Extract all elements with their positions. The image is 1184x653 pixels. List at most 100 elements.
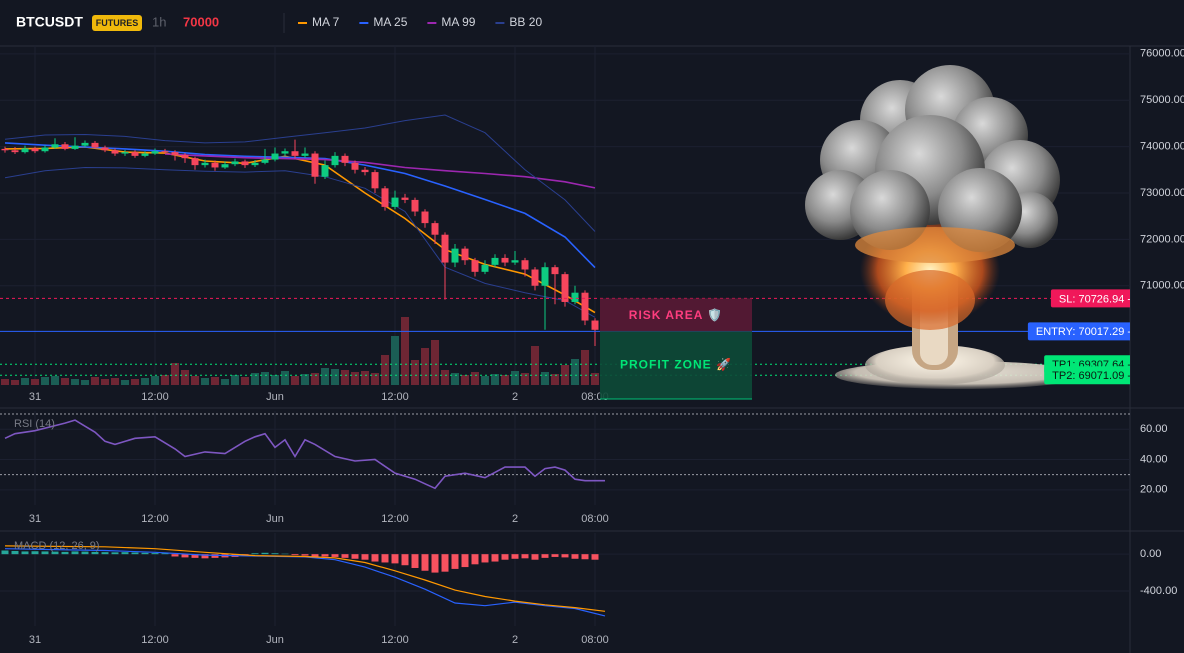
candle-body — [301, 153, 309, 156]
volume-bar — [131, 379, 139, 385]
volume-bar — [421, 348, 429, 385]
candle-body — [311, 153, 319, 177]
x-tick-label: 12:00 — [381, 513, 409, 525]
histogram-bar — [81, 551, 89, 555]
candle-body — [481, 264, 489, 272]
legend: MA 7 MA 25 MA 99 BB 20 — [298, 15, 542, 29]
candle-body — [491, 257, 499, 265]
candle-body — [281, 151, 289, 154]
volume-bar — [391, 336, 399, 385]
histogram-bar — [311, 554, 319, 557]
volume-bar — [31, 379, 39, 385]
volume-bar — [331, 369, 339, 385]
candle-body — [71, 145, 79, 149]
candle-body — [331, 155, 339, 166]
histogram-bar — [1, 550, 9, 555]
volume-bar — [51, 376, 59, 385]
candle-body — [411, 199, 419, 212]
x-tick-label: 12:00 — [141, 634, 169, 646]
histogram-bar — [351, 554, 359, 559]
candle-body — [431, 223, 439, 235]
candle-body — [111, 150, 119, 154]
bb-upper — [4, 114, 596, 232]
x-tick-label: 31 — [29, 513, 41, 525]
candle-body — [11, 150, 19, 153]
candle-body — [541, 267, 549, 286]
candle-body — [241, 161, 249, 166]
candle-body — [551, 267, 559, 275]
pane-title: RSI (14) — [14, 418, 55, 430]
volume-bar — [371, 373, 379, 385]
price-label: TP2: 69071.09 - 69071.09 — [1052, 370, 1180, 382]
volume-bar — [361, 371, 369, 385]
ma-line — [164, 153, 596, 189]
histogram-bar — [421, 554, 429, 571]
volume-bar — [151, 376, 159, 385]
volume-bar — [341, 370, 349, 385]
volume-bar — [121, 380, 129, 385]
volume-bar — [491, 374, 499, 385]
candle-body — [261, 159, 269, 163]
y-tick-label: 0.00 — [1140, 548, 1161, 560]
histogram-bar — [31, 551, 39, 555]
histogram-bar — [321, 554, 329, 557]
histogram-bar — [571, 554, 579, 559]
volume-bar — [1, 379, 9, 385]
histogram-bar — [401, 554, 409, 566]
market-badge — [92, 15, 142, 31]
macd-line — [4, 548, 606, 617]
volume-bar — [571, 359, 579, 385]
x-tick-label: Jun — [266, 391, 284, 403]
price-label-box — [1044, 366, 1130, 385]
last-price: 70000 — [183, 14, 219, 29]
candle-body — [171, 152, 179, 155]
volume-bar — [291, 376, 299, 385]
volume-bar — [511, 371, 519, 385]
histogram-bar — [441, 554, 449, 572]
volume-bar — [21, 378, 29, 385]
histogram-bar — [431, 554, 439, 573]
histogram-bar — [301, 554, 309, 556]
price-label: ENTRY: 70017.29 - 70017.29 — [1036, 326, 1180, 338]
candle-body — [61, 144, 69, 149]
x-tick-label: 12:00 — [381, 634, 409, 646]
candle-body — [101, 147, 109, 151]
histogram-bar — [291, 554, 299, 556]
volume-bar — [201, 378, 209, 385]
legend-label: MA 25 — [373, 15, 407, 29]
candle-body — [31, 148, 39, 152]
histogram-bar — [51, 551, 59, 555]
volume-bar — [161, 375, 169, 385]
candle-body — [531, 269, 539, 286]
y-tick-label: 73000.00 — [1140, 187, 1184, 199]
volume-bar — [211, 377, 219, 385]
volume-bar — [251, 373, 259, 385]
histogram-bar — [181, 554, 189, 558]
histogram-bar — [561, 554, 569, 558]
risk-zone — [600, 298, 752, 332]
pane — [0, 413, 1130, 490]
histogram-bar — [541, 554, 549, 558]
x-tick-label: 2 — [512, 634, 518, 646]
volume-bar — [101, 379, 109, 385]
histogram-bar — [141, 552, 149, 555]
volume-bar — [311, 373, 319, 385]
price-label-box — [1027, 322, 1130, 341]
volume-bar — [41, 377, 49, 385]
x-tick-label: Jun — [266, 513, 284, 525]
explosion — [805, 65, 1085, 389]
x-tick-label: 2 — [512, 391, 518, 403]
macd-line — [4, 545, 606, 612]
candle-body — [461, 248, 469, 261]
histogram-bar — [481, 554, 489, 563]
candle-body — [231, 161, 239, 165]
volume-bar — [61, 378, 69, 385]
volume-bar — [281, 371, 289, 385]
y-tick-label: 40.00 — [1140, 453, 1168, 465]
volume-bar — [441, 370, 449, 385]
candle-body — [181, 154, 189, 159]
candle-body — [401, 197, 409, 200]
histogram-bar — [21, 551, 29, 555]
